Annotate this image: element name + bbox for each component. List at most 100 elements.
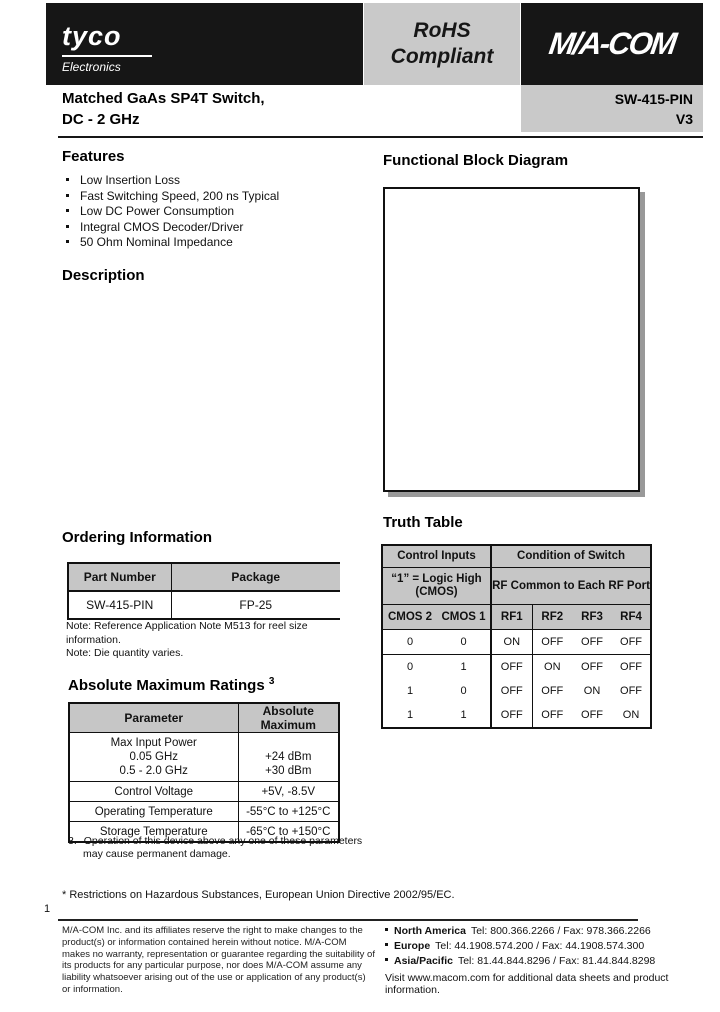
footer-divider — [58, 919, 638, 921]
bullet-icon — [385, 958, 388, 961]
contact-list: North America Tel: 800.366.2266 / Fax: 97… — [385, 924, 705, 969]
spacer — [239, 736, 339, 750]
part-number-text: SW-415-PIN — [614, 91, 693, 107]
block-diagram-heading: Functional Block Diagram — [383, 152, 569, 169]
bullet-icon — [66, 193, 69, 197]
doc-title: Matched GaAs SP4T Switch, DC - 2 GHz — [62, 88, 265, 130]
abs-max-value-operating-temp: -55°C to +125°C — [238, 801, 339, 822]
feature-item: Integral CMOS Decoder/Driver — [66, 220, 279, 236]
truth-col-rf4: RF4 — [612, 604, 652, 630]
abs-max-col-parameter: Parameter — [69, 703, 239, 733]
features-heading: Features — [62, 148, 125, 165]
feature-text: 50 Ohm Nominal Impedance — [80, 235, 233, 249]
truth-group-control-inputs: Control Inputs — [382, 545, 493, 568]
header-divider — [58, 136, 703, 138]
abs-max-param-operating-temp: Operating Temperature — [69, 801, 239, 822]
bullet-icon — [385, 943, 388, 946]
features-list: Low Insertion Loss Fast Switching Speed,… — [66, 173, 279, 251]
ordering-part-value: SW-415-PIN — [68, 591, 172, 619]
ordering-table-header-row: Part Number Package — [68, 563, 340, 592]
table-row: 0 1 OFF ON OFF OFF — [382, 654, 651, 679]
description-heading: Description — [62, 267, 145, 284]
bullet-icon — [66, 209, 69, 212]
contact-north-america: North America Tel: 800.366.2266 / Fax: 97… — [385, 924, 705, 939]
bullet-icon — [66, 240, 69, 243]
ordering-package-value: FP-25 — [239, 598, 273, 612]
bullet-icon — [66, 178, 69, 181]
truth-table-group-header-row: Control Inputs Condition of Switch — [382, 545, 652, 568]
tyco-logo-box: tyco Electronics — [46, 3, 363, 85]
feature-item: Low Insertion Loss — [66, 173, 279, 189]
abs-max-footnote-line2: may cause permanent damage. — [83, 848, 231, 860]
feature-text: Fast Switching Speed, 200 ns Typical — [80, 188, 280, 203]
table-row: Control Voltage +5V, -8.5V — [69, 781, 339, 802]
ordering-note-1: Note: Reference Application Note M513 fo… — [66, 620, 308, 646]
abs-max-value-control-voltage: +5V, -8.5V — [238, 781, 339, 802]
feature-item: 50 Ohm Nominal Impedance — [66, 235, 279, 251]
abs-max-param-control-voltage: Control Voltage — [69, 781, 239, 802]
truth-table-subheader-row: “1” = Logic High (CMOS) RF Common to Eac… — [382, 567, 652, 605]
tyco-electronics-label: Electronics — [62, 60, 121, 74]
truth-table-heading: Truth Table — [383, 514, 463, 531]
table-row: 1 0 OFF OFF ON OFF — [382, 679, 651, 703]
feature-item: Fast Switching Speed, 200 ns Typical — [66, 189, 279, 205]
truth-sub-logic-high: “1” = Logic High (CMOS) — [382, 567, 493, 605]
abs-max-table: Parameter Absolute Maximum Max Input Pow… — [68, 702, 340, 843]
truth-col-cmos1: CMOS 1 — [437, 604, 493, 630]
table-row: 0 0 ON OFF OFF OFF — [382, 629, 652, 655]
truth-col-rf1: RF1 — [491, 604, 533, 630]
footer-disclaimer: M/A-COM Inc. and its affiliates reserve … — [62, 925, 375, 995]
ordering-heading: Ordering Information — [62, 529, 212, 546]
truth-group-condition: Condition of Switch — [491, 545, 652, 568]
abs-max-param-storage-temp: Storage Temperature — [69, 821, 239, 842]
feature-text: Integral CMOS Decoder/Driver — [80, 219, 244, 234]
table-row: Max Input Power 0.05 GHz 0.5 - 2.0 GHz +… — [69, 732, 339, 782]
ordering-notes: Note: Reference Application Note M513 fo… — [66, 620, 348, 661]
table-row: Storage Temperature -65°C to +150°C — [69, 821, 339, 842]
abs-max-param-input-power: Max Input Power 0.05 GHz 0.5 - 2.0 GHz — [69, 732, 239, 782]
footer-visit-note: Visit www.macom.com for additional data … — [385, 972, 669, 996]
macom-logo: M/A-COM — [546, 26, 678, 61]
contact-asia-pacific: Asia/Pacific Tel: 81.44.844.8296 / Fax: 8… — [385, 954, 705, 969]
abs-max-heading-text: Absolute Maximum Ratings — [68, 677, 265, 694]
truth-table: Control Inputs Condition of Switch “1” =… — [381, 544, 653, 729]
doc-title-line2: DC - 2 GHz — [62, 111, 140, 128]
abs-max-heading-superscript: 3 — [268, 676, 275, 687]
table-row: SW-415-PIN FP-25 — [68, 591, 340, 619]
feature-text: Low DC Power Consumption — [80, 204, 235, 218]
page-number: 1 — [44, 903, 51, 915]
truth-col-cmos2: CMOS 2 — [382, 604, 437, 630]
truth-sub-rf-common: RF Common to Each RF Port — [491, 567, 652, 605]
abs-max-header-row: Parameter Absolute Maximum — [69, 703, 339, 733]
abs-max-heading: Absolute Maximum Ratings 3 — [68, 676, 274, 694]
rohs-footnote: * Restrictions on Hazardous Substances, … — [62, 889, 455, 901]
bullet-icon — [66, 224, 69, 228]
abs-max-footnote-number: 3. — [68, 835, 77, 847]
ordering-table: Part Number Package SW-415-PIN FP-25 — [67, 562, 340, 620]
doc-title-line1: Matched GaAs SP4T Switch, — [62, 90, 265, 107]
tyco-underline — [62, 55, 152, 57]
rohs-badge-line1: RoHS — [413, 19, 471, 42]
abs-max-value-input-power: +24 dBm +30 dBm — [238, 732, 339, 782]
rohs-badge-line2: Compliant — [390, 45, 494, 68]
ordering-note-2: Note: Die quantity varies. — [66, 647, 184, 659]
abs-max-footnote-line1: 3. Operation of this device above any one… — [68, 835, 363, 847]
tyco-logo: tyco — [62, 21, 122, 51]
macom-logo-box: M/A-COM — [521, 3, 703, 85]
bullet-icon — [385, 928, 388, 931]
table-row: Operating Temperature -55°C to +125°C — [69, 801, 339, 822]
feature-text: Low Insertion Loss — [80, 173, 181, 187]
truth-col-rf3: RF3 — [572, 604, 613, 630]
abs-max-col-value: Absolute Maximum — [238, 703, 339, 733]
feature-item: Low DC Power Consumption — [66, 204, 279, 220]
rohs-badge: RoHS Compliant — [364, 3, 520, 85]
abs-max-value-storage-temp: -65°C to +150°C — [246, 825, 331, 838]
part-number-badge: SW-415-PIN V3 — [521, 85, 703, 132]
ordering-col-part-number: Part Number — [68, 563, 172, 592]
block-diagram-box — [383, 187, 640, 492]
truth-col-rf2: RF2 — [532, 604, 573, 630]
ordering-col-package: Package — [171, 563, 340, 592]
table-row: 1 1 OFF OFF OFF ON — [382, 703, 651, 728]
part-version-text: V3 — [675, 111, 693, 127]
